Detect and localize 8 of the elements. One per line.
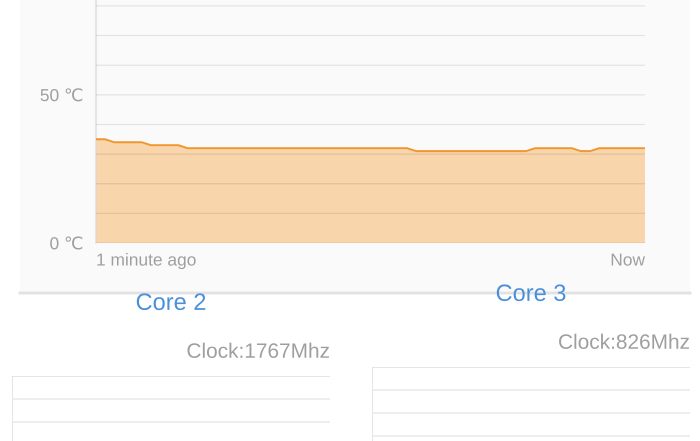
text: Now: [612, 254, 646, 266]
text: Clock:1767Mhz: [187, 342, 329, 358]
text: Clock:826Mhz: [559, 334, 689, 349]
text: 1 minute ago: [97, 252, 196, 270]
y-tick-label: 50 ℃: [40, 88, 82, 102]
text: Core 2: [136, 293, 206, 310]
y-tick-label: 0 ℃: [50, 236, 82, 250]
text: Core 3: [496, 284, 566, 302]
